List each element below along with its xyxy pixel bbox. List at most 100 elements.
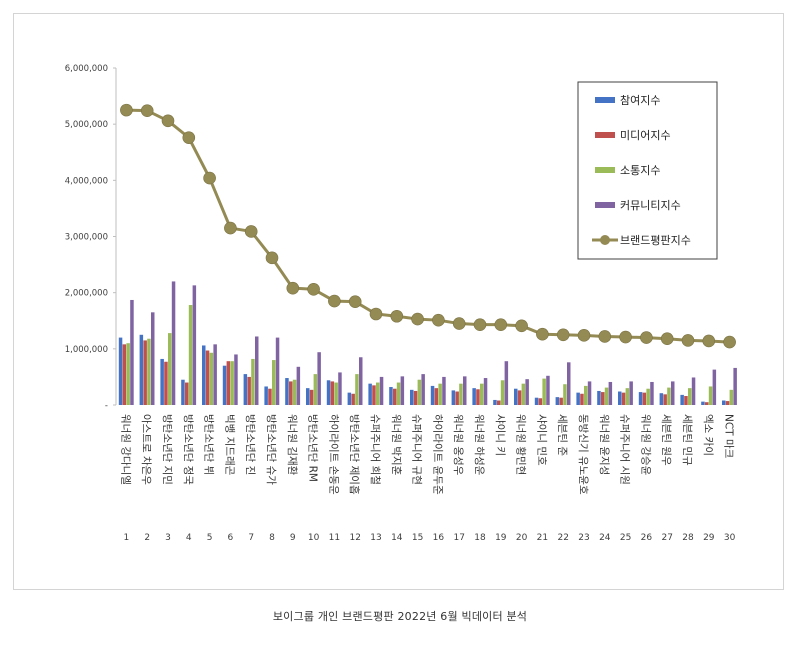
bar-소통지수: [396, 382, 401, 405]
bar-소통지수: [708, 386, 713, 405]
legend-label: 소통지수: [620, 164, 660, 177]
bar-참여지수: [118, 337, 123, 405]
brand-point: [556, 328, 570, 342]
bar-참여지수: [638, 392, 643, 405]
bar-미디어지수: [497, 400, 501, 405]
bar-참여지수: [430, 385, 435, 405]
bar-커뮤니티지수: [192, 285, 197, 405]
bar-참여지수: [514, 388, 518, 405]
bar-미디어지수: [413, 390, 418, 405]
bar-소통지수: [251, 358, 255, 405]
x-rank-label: 8: [269, 533, 275, 543]
bar-커뮤니티지수: [546, 375, 550, 405]
bar-커뮤니티지수: [171, 281, 176, 405]
brand-point: [515, 319, 528, 333]
bar-미디어지수: [621, 392, 626, 405]
bar-layer: [118, 281, 737, 405]
bar-미디어지수: [455, 391, 459, 405]
x-rank-label: 9: [290, 533, 296, 543]
x-category-label: 세븐틴 준: [556, 414, 568, 456]
y-tick-label: 2,000,000: [65, 289, 108, 299]
x-category-label: 샤이니 키: [494, 414, 506, 456]
y-tick-label: 4,000,000: [65, 176, 108, 186]
bar-참여지수: [597, 390, 601, 405]
bar-커뮤니티지수: [608, 381, 613, 405]
bar-참여지수: [472, 388, 476, 405]
x-category-label: 워너원 옹성우: [452, 414, 465, 476]
y-tick-label: -: [105, 401, 108, 411]
legend-label: 참여지수: [620, 94, 660, 107]
brand-point: [161, 114, 175, 128]
x-category-label: 워너원 하성운: [473, 414, 486, 476]
bar-소통지수: [459, 383, 463, 405]
brand-point: [577, 329, 591, 342]
brand-point: [702, 334, 716, 348]
bar-커뮤니티지수: [296, 366, 301, 405]
bar-참여지수: [576, 392, 580, 405]
legend-label: 브랜드평판지수: [620, 234, 691, 247]
bar-소통지수: [126, 343, 130, 405]
bar-커뮤니티지수: [442, 376, 446, 405]
bar-미디어지수: [725, 401, 730, 405]
x-rank-label: 15: [412, 533, 423, 543]
bar-소통지수: [272, 360, 276, 405]
bar-소통지수: [334, 382, 338, 405]
bar-미디어지수: [434, 388, 439, 405]
x-rank-label: 4: [186, 533, 192, 543]
x-category-label: 방탄소년단 제이홉: [348, 414, 361, 495]
x-rank-label: 17: [453, 533, 464, 543]
bar-참여지수: [285, 378, 289, 405]
bar-미디어지수: [601, 392, 605, 405]
bar-참여지수: [451, 390, 456, 405]
x-rank-label: 5: [207, 533, 213, 543]
x-category-label: 워너원 황민현: [515, 414, 528, 475]
brand-point: [619, 330, 632, 344]
legend-label: 커뮤니티지수: [620, 199, 681, 212]
brand-point: [307, 282, 320, 296]
brand-line-layer: [120, 103, 736, 349]
brand-point: [390, 309, 404, 323]
bar-미디어지수: [226, 361, 231, 405]
bar-미디어지수: [684, 396, 688, 405]
bar-미디어지수: [205, 350, 210, 405]
bar-참여지수: [202, 345, 206, 405]
bar-참여지수: [389, 387, 393, 405]
x-category-label: 방탄소년단 뷔: [203, 414, 215, 475]
x-category-label: 슈퍼주니어 희철: [369, 414, 381, 485]
x-rank-label: 24: [599, 533, 611, 543]
bar-커뮤니티지수: [463, 376, 467, 405]
x-category-label: 하이라이트 손동운: [327, 414, 340, 495]
bar-소통지수: [355, 374, 359, 405]
bar-참여지수: [534, 397, 539, 405]
bar-참여지수: [722, 400, 726, 405]
x-category-label: 빅뱅 지드래곤: [223, 414, 235, 476]
brand-point: [432, 313, 445, 327]
x-category-label: 방탄소년단 정국: [182, 414, 194, 485]
bar-커뮤니티지수: [525, 379, 529, 405]
y-tick-label: 5,000,000: [65, 120, 108, 130]
bar-미디어지수: [122, 344, 127, 405]
x-rank-label: 14: [391, 533, 403, 543]
brand-point: [286, 281, 300, 295]
brand-point: [203, 171, 216, 185]
brand-point: [681, 334, 695, 347]
brand-point: [640, 331, 653, 344]
bar-소통지수: [563, 384, 567, 405]
bar-소통지수: [438, 383, 442, 405]
x-rank-label: 28: [682, 533, 694, 543]
y-tick-label: 3,000,000: [65, 233, 108, 243]
brand-point: [723, 335, 736, 349]
bar-커뮤니티지수: [275, 337, 280, 405]
bar-소통지수: [625, 388, 630, 405]
brand-point: [140, 104, 154, 117]
brand-point: [473, 318, 487, 331]
x-category-label: 워너원 김재환: [286, 414, 299, 476]
bar-미디어지수: [247, 376, 251, 405]
x-category-label: 엑소 카이: [702, 414, 714, 456]
bar-소통지수: [230, 361, 234, 405]
x-rank-label: 7: [248, 533, 254, 543]
bar-커뮤니티지수: [359, 357, 363, 405]
bar-커뮤니티지수: [483, 378, 488, 405]
x-category-label: NCT 마크: [723, 414, 735, 459]
x-category-label: 슈퍼주니어 규현: [411, 414, 423, 485]
